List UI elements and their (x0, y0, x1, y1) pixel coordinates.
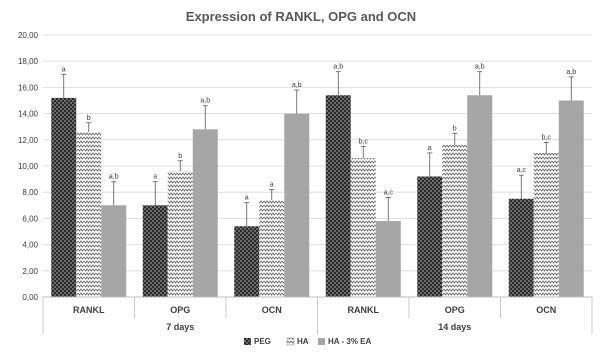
significance-label: a,c (517, 167, 527, 174)
category-label: OCN (262, 305, 282, 315)
significance-label: a (153, 174, 157, 181)
bar-checker (325, 95, 351, 297)
legend-label: HA - 3% EA (328, 337, 371, 346)
significance-label: b (453, 125, 457, 132)
bar-checker (508, 198, 534, 297)
category-label: RANKL (73, 305, 105, 315)
bar-checker (234, 226, 260, 297)
bar-checker (417, 176, 443, 297)
category-label: OPG (445, 305, 465, 315)
significance-label: b (178, 153, 182, 160)
significance-label: a,c (384, 189, 394, 196)
bars: a a a a,b a a,c b b a b,c b b,c a,b a,b a,b a,c a,b a,b (51, 64, 584, 297)
legend-label: HA (297, 337, 309, 346)
y-tick-label: 16,00 (18, 83, 39, 92)
category-label: OPG (170, 305, 190, 315)
bar-zigzag (533, 152, 559, 297)
legend-swatch (244, 338, 251, 345)
significance-label: b,c (359, 138, 369, 145)
significance-label: b (87, 115, 91, 122)
y-tick-label: 10,00 (18, 162, 39, 171)
y-tick-label: 6,00 (22, 214, 38, 223)
y-tick-label: 14,00 (18, 110, 39, 119)
y-tick-label: 12,00 (18, 136, 39, 145)
category-label: OCN (536, 305, 556, 315)
significance-label: a,b (333, 64, 343, 71)
bar-solid (284, 113, 310, 297)
bar-solid (101, 205, 127, 297)
y-tick-label: 20,00 (18, 31, 39, 40)
group-label: 14 days (438, 322, 471, 332)
y-tick-label: 4,00 (22, 241, 38, 250)
legend: PEG HA HA - 3% EA (244, 337, 371, 346)
bar-zigzag (76, 131, 102, 297)
bar-solid (375, 221, 401, 297)
bar-solid (467, 95, 493, 297)
x-axis: RANKL OPG OCN 7 days RANKL OPG OCN 14 days (42, 296, 593, 334)
bar-checker (142, 205, 168, 297)
significance-label: a,b (292, 82, 302, 89)
bar-solid (192, 129, 218, 297)
y-tick-label: 8,00 (22, 188, 38, 197)
y-tick-label: 18,00 (18, 57, 39, 66)
bar-solid (558, 100, 584, 297)
significance-label: a (245, 195, 249, 202)
legend-swatch (318, 338, 325, 345)
bar-zigzag (259, 200, 285, 297)
bar-checker (51, 97, 77, 297)
gridlines (43, 34, 592, 298)
significance-label: b,c (542, 134, 552, 141)
significance-label: a,b (566, 69, 576, 76)
group-label: 7 days (166, 322, 194, 332)
bar-zigzag (442, 145, 468, 297)
legend-swatch (286, 337, 295, 346)
significance-label: a,b (109, 174, 119, 181)
significance-label: a (270, 182, 274, 189)
significance-label: a,b (475, 64, 485, 71)
category-label: RANKL (348, 305, 380, 315)
bar-zigzag (167, 171, 193, 297)
bar-zigzag (350, 158, 376, 297)
legend-label: PEG (254, 337, 271, 346)
significance-label: a (428, 145, 432, 152)
y-axis: 0,00 2,00 4,00 6,00 8,00 10,00 12,00 14,00 16,00… (18, 31, 39, 302)
y-tick-label: 0,00 (22, 293, 38, 302)
significance-label: a (62, 66, 66, 73)
significance-label: a,b (200, 98, 210, 105)
y-tick-label: 2,00 (22, 267, 38, 276)
chart-title: Expression of RANKL, OPG and OCN (186, 9, 416, 24)
